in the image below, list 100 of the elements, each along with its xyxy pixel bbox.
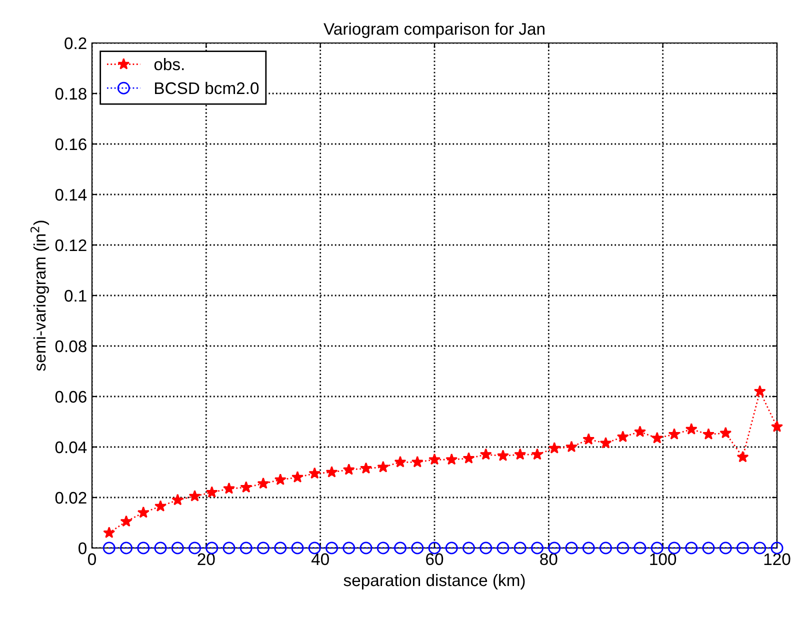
x-tick-label: 20 [198,553,215,566]
y-tick-label: 0.14 [55,188,87,201]
point [548,542,561,554]
point [411,456,424,468]
x-tick-label: 0 [88,553,96,566]
point [257,477,270,489]
point [651,432,664,444]
point [616,542,630,554]
point [240,542,252,554]
point [171,542,184,554]
point [754,542,766,554]
point [600,436,612,448]
point [188,542,201,554]
point [377,460,390,472]
x-tick-label: 60 [426,553,444,566]
legend-label: BCSD bcm2.0 [155,82,259,94]
point [445,542,458,554]
point [376,542,390,554]
point [702,428,714,440]
point [496,542,510,554]
point [206,486,218,498]
point [360,542,372,554]
y-tick-label: 0 [78,542,86,554]
y-tick-label: 0.02 [55,492,86,504]
point [616,430,629,442]
point [514,542,526,554]
x-tick-label: 40 [311,553,329,566]
point [120,515,132,527]
x-tick-label: 80 [540,553,558,566]
point [736,542,749,554]
point [685,542,698,554]
x-tick-label: 100 [650,553,676,566]
point [668,542,680,554]
point [120,542,132,554]
y-tick-label: 0.04 [55,441,87,454]
point [634,426,646,438]
point [292,471,304,482]
point [531,542,544,554]
y-tick-label: 0.2 [64,37,86,50]
point [582,433,595,445]
point [514,448,526,460]
point [326,466,338,478]
point [497,450,509,462]
point [342,542,356,554]
point [308,542,321,554]
point [137,542,150,554]
point [719,542,732,554]
point [566,440,578,452]
point [771,420,783,432]
point [223,482,235,494]
point [326,542,338,554]
point [462,452,475,464]
chart-title: Variogram comparison for Jan [324,22,544,38]
point [308,467,321,479]
point [754,385,766,397]
point [446,453,458,465]
y-tick-label: 0.06 [55,390,86,403]
point [480,448,492,460]
y-tick-label: 0.12 [55,239,86,252]
x-tick-label: 120 [764,553,790,566]
point [274,542,287,554]
point [257,542,270,554]
point [702,542,715,554]
point [634,542,646,554]
x-axis-title: separation distance (km) [344,574,525,590]
point [565,542,578,554]
point [102,542,116,554]
point [462,542,475,554]
point [394,542,406,554]
point [342,463,355,475]
y-axis-title: semi-variogram (in$^{2}$) [30,220,49,371]
point [137,506,150,518]
point [222,542,236,554]
point [154,500,166,512]
point [582,542,595,554]
point [736,450,749,462]
point [154,542,167,554]
point [531,448,544,460]
point [103,526,116,538]
point [360,462,372,474]
point [548,442,560,454]
point [411,542,424,554]
point [668,428,680,440]
point [600,542,612,554]
point [428,453,440,465]
point [720,426,732,438]
point [394,456,406,468]
point [291,542,304,554]
y-tick-label: 0.18 [55,88,86,100]
point [172,494,184,506]
legend-label: obs. [154,58,184,70]
point [206,542,218,554]
point [480,542,492,554]
y-tick-label: 0.1 [64,290,86,302]
point [274,474,286,486]
point [188,490,201,502]
y-tick-label: 0.16 [55,138,86,150]
point [240,481,252,493]
y-tick-label: 0.08 [55,340,86,352]
point [685,423,698,435]
